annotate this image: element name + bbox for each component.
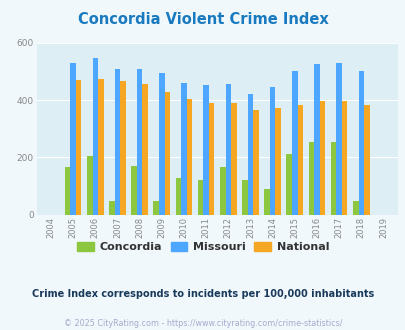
Bar	[76, 80, 81, 214]
Bar	[65, 167, 70, 214]
Bar	[335, 63, 341, 214]
Bar	[209, 103, 214, 214]
Bar	[159, 73, 164, 215]
Bar	[247, 94, 253, 214]
Bar	[87, 156, 92, 214]
Bar	[264, 189, 269, 214]
Bar	[291, 72, 297, 214]
Text: Concordia Violent Crime Index: Concordia Violent Crime Index	[77, 12, 328, 26]
Bar	[286, 154, 291, 214]
Bar	[92, 58, 98, 214]
Bar	[313, 64, 319, 214]
Bar	[341, 101, 347, 214]
Bar	[197, 180, 203, 214]
Bar	[275, 108, 280, 214]
Bar	[136, 69, 142, 214]
Bar	[114, 69, 120, 214]
Bar	[230, 103, 236, 214]
Legend: Concordia, Missouri, National: Concordia, Missouri, National	[72, 238, 333, 257]
Bar	[220, 167, 225, 214]
Bar	[120, 81, 126, 214]
Bar	[241, 180, 247, 214]
Bar	[181, 83, 186, 214]
Bar	[203, 85, 209, 214]
Bar	[253, 110, 258, 214]
Bar	[164, 91, 170, 214]
Bar	[142, 83, 147, 214]
Bar	[330, 142, 335, 214]
Text: © 2025 CityRating.com - https://www.cityrating.com/crime-statistics/: © 2025 CityRating.com - https://www.city…	[64, 319, 341, 328]
Bar	[131, 166, 136, 214]
Bar	[153, 201, 159, 214]
Bar	[98, 79, 103, 214]
Bar	[186, 99, 192, 214]
Bar	[358, 71, 363, 215]
Bar	[109, 201, 114, 214]
Bar	[319, 101, 324, 214]
Bar	[308, 143, 313, 214]
Bar	[269, 87, 275, 214]
Bar	[225, 84, 230, 214]
Bar	[70, 63, 76, 214]
Text: Crime Index corresponds to incidents per 100,000 inhabitants: Crime Index corresponds to incidents per…	[32, 289, 373, 299]
Bar	[297, 105, 303, 214]
Bar	[352, 201, 358, 214]
Bar	[363, 105, 369, 214]
Bar	[175, 178, 181, 214]
